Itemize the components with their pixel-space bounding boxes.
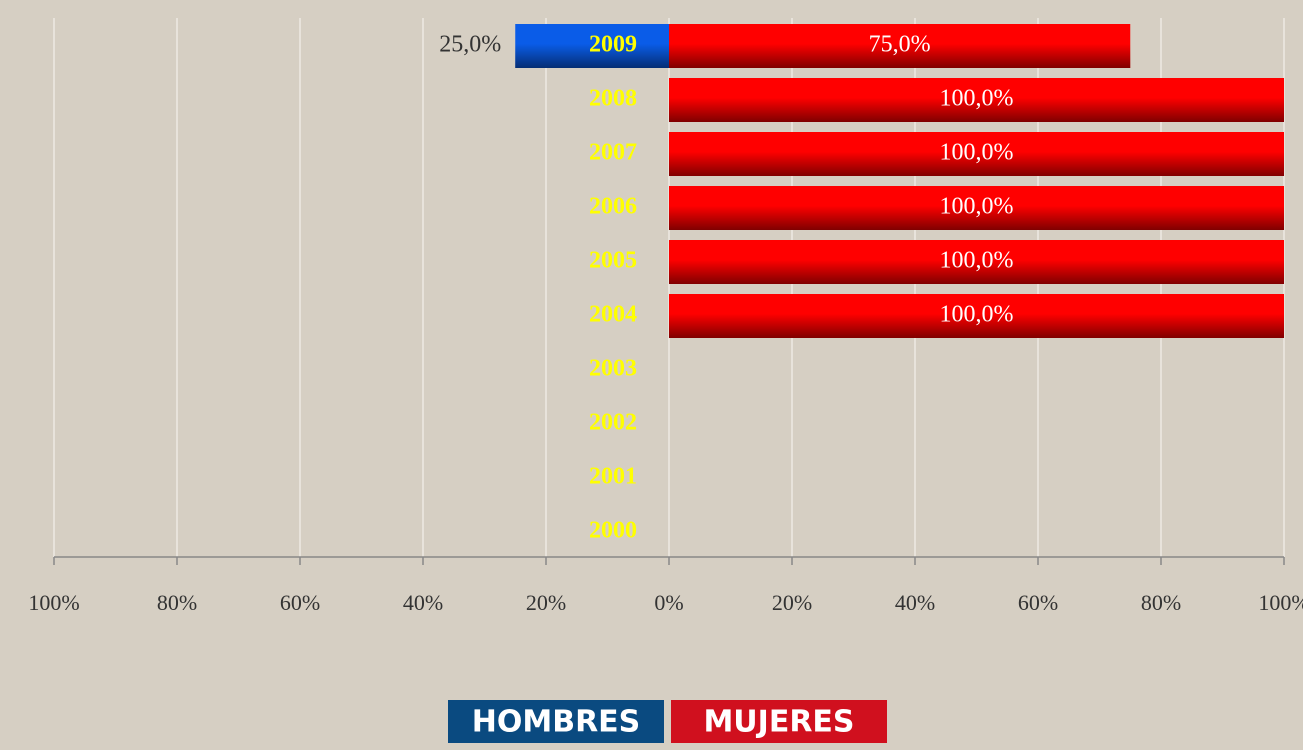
x-tick-label: 0%	[654, 590, 683, 615]
value-label: 100,0%	[940, 194, 1014, 220]
bar-shade	[669, 132, 1284, 176]
x-tick-label: 40%	[403, 590, 443, 615]
category-label: 2004	[589, 302, 637, 328]
value-label: 100,0%	[940, 86, 1014, 112]
x-tick-label: 60%	[1018, 590, 1058, 615]
category-label: 2001	[589, 464, 637, 490]
x-tick-label: 20%	[772, 590, 812, 615]
value-label: 100,0%	[940, 302, 1014, 328]
category-label: 2008	[589, 86, 637, 112]
x-tick-label: 100%	[28, 590, 79, 615]
category-label: 2009	[589, 32, 637, 58]
bar-shade	[669, 294, 1284, 338]
legend-swatch	[448, 700, 664, 743]
x-tick-label: 60%	[280, 590, 320, 615]
value-label: 25,0%	[439, 32, 501, 58]
x-tick-label: 40%	[895, 590, 935, 615]
legend-label: MUJERES	[703, 705, 854, 740]
legend-swatch	[671, 700, 887, 743]
bar-shade	[669, 78, 1284, 122]
bar-shade	[669, 24, 1131, 68]
value-label: 100,0%	[940, 140, 1014, 166]
value-label: 75,0%	[869, 32, 931, 58]
x-tick-label: 80%	[157, 590, 197, 615]
x-tick-label: 20%	[526, 590, 566, 615]
x-tick-label: 80%	[1141, 590, 1181, 615]
bar-shade	[515, 24, 669, 68]
category-label: 2003	[589, 356, 637, 382]
category-label: 2006	[589, 194, 637, 220]
category-label: 2007	[589, 140, 637, 166]
category-label: 2002	[589, 410, 637, 436]
legend-label: HOMBRES	[472, 705, 641, 740]
x-tick-label: 100%	[1258, 590, 1303, 615]
category-label: 2000	[589, 518, 637, 544]
value-label: 100,0%	[940, 248, 1014, 274]
bar-shade	[669, 186, 1284, 230]
bar-shade	[669, 240, 1284, 284]
category-label: 2005	[589, 248, 637, 274]
